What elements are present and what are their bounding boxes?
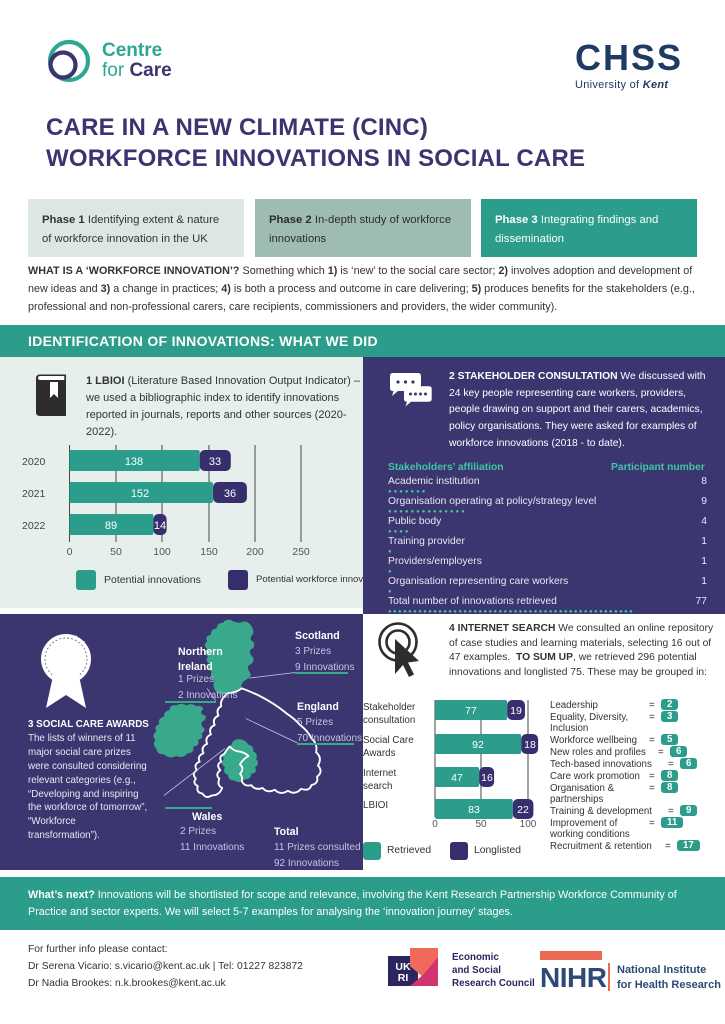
svg-text:92: 92 bbox=[472, 739, 484, 751]
svg-text:2021: 2021 bbox=[22, 488, 46, 500]
svg-text:36: 36 bbox=[224, 488, 236, 500]
svg-text:47: 47 bbox=[451, 772, 463, 784]
svg-text:19: 19 bbox=[510, 705, 522, 717]
svg-text:50: 50 bbox=[475, 819, 487, 830]
svg-text:2020: 2020 bbox=[22, 456, 46, 468]
svg-text:14: 14 bbox=[154, 520, 166, 532]
svg-text:16: 16 bbox=[481, 772, 493, 784]
svg-text:2022: 2022 bbox=[22, 520, 46, 532]
svg-text:200: 200 bbox=[246, 546, 264, 558]
svg-text:50: 50 bbox=[110, 546, 122, 558]
svg-text:0: 0 bbox=[67, 546, 73, 558]
svg-text:152: 152 bbox=[131, 488, 149, 500]
svg-text:0: 0 bbox=[432, 819, 438, 830]
svg-text:33: 33 bbox=[209, 456, 221, 468]
svg-text:250: 250 bbox=[292, 546, 310, 558]
svg-text:138: 138 bbox=[125, 456, 143, 468]
svg-text:77: 77 bbox=[465, 705, 477, 717]
svg-text:83: 83 bbox=[468, 804, 480, 816]
svg-text:89: 89 bbox=[105, 520, 117, 532]
svg-text:150: 150 bbox=[200, 546, 218, 558]
svg-text:RI: RI bbox=[398, 972, 409, 984]
svg-text:100: 100 bbox=[520, 819, 537, 830]
svg-text:22: 22 bbox=[517, 804, 529, 816]
svg-text:18: 18 bbox=[524, 739, 536, 751]
svg-text:100: 100 bbox=[153, 546, 171, 558]
